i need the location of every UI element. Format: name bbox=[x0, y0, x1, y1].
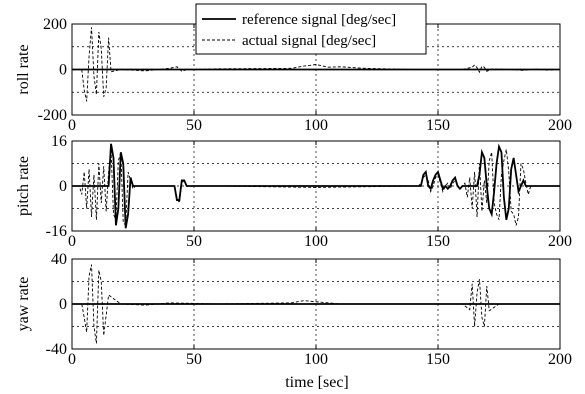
y-tick-label: 16 bbox=[51, 133, 67, 150]
series-dashed-line bbox=[72, 27, 561, 102]
x-tick-label: 200 bbox=[548, 351, 572, 368]
x-tick-label: 200 bbox=[548, 233, 572, 250]
legend: reference signal [deg/sec] actual signal … bbox=[195, 3, 427, 55]
x-tick-label: 150 bbox=[426, 117, 450, 134]
x-tick-label: 200 bbox=[548, 117, 572, 134]
x-tick-label: 100 bbox=[304, 117, 328, 134]
legend-label: reference signal [deg/sec] bbox=[242, 12, 396, 28]
legend-box bbox=[195, 3, 427, 55]
x-tick-label: 50 bbox=[186, 117, 202, 134]
y-axis-label: yaw rate bbox=[15, 277, 32, 332]
x-tick-label: 150 bbox=[426, 351, 450, 368]
x-tick-label: 50 bbox=[186, 351, 202, 368]
x-tick-label: 0 bbox=[68, 351, 76, 368]
x-axis-label: time [sec] bbox=[285, 374, 349, 391]
y-tick-label: -200 bbox=[38, 107, 67, 124]
x-tick-label: 0 bbox=[68, 233, 76, 250]
y-tick-label: 40 bbox=[51, 251, 67, 268]
y-tick-label: 200 bbox=[43, 16, 67, 33]
y-tick-label: 0 bbox=[59, 178, 67, 195]
x-tick-label: 100 bbox=[304, 233, 328, 250]
x-tick-label: 0 bbox=[68, 117, 76, 134]
y-axis-label: roll rate bbox=[15, 44, 32, 94]
y-tick-label: 0 bbox=[59, 62, 67, 79]
y-tick-label: -16 bbox=[46, 223, 67, 240]
x-tick-label: 150 bbox=[426, 233, 450, 250]
x-tick-label: 50 bbox=[186, 233, 202, 250]
legend-label: actual signal [deg/sec] bbox=[242, 33, 376, 49]
y-tick-label: -40 bbox=[46, 341, 67, 358]
y-tick-label: 0 bbox=[59, 296, 67, 313]
series-dashed-line bbox=[72, 149, 560, 227]
series-dashed-line bbox=[72, 264, 560, 344]
series-solid-line bbox=[72, 143, 560, 229]
y-axis-label: pitch rate bbox=[15, 156, 32, 216]
x-tick-label: 100 bbox=[304, 351, 328, 368]
